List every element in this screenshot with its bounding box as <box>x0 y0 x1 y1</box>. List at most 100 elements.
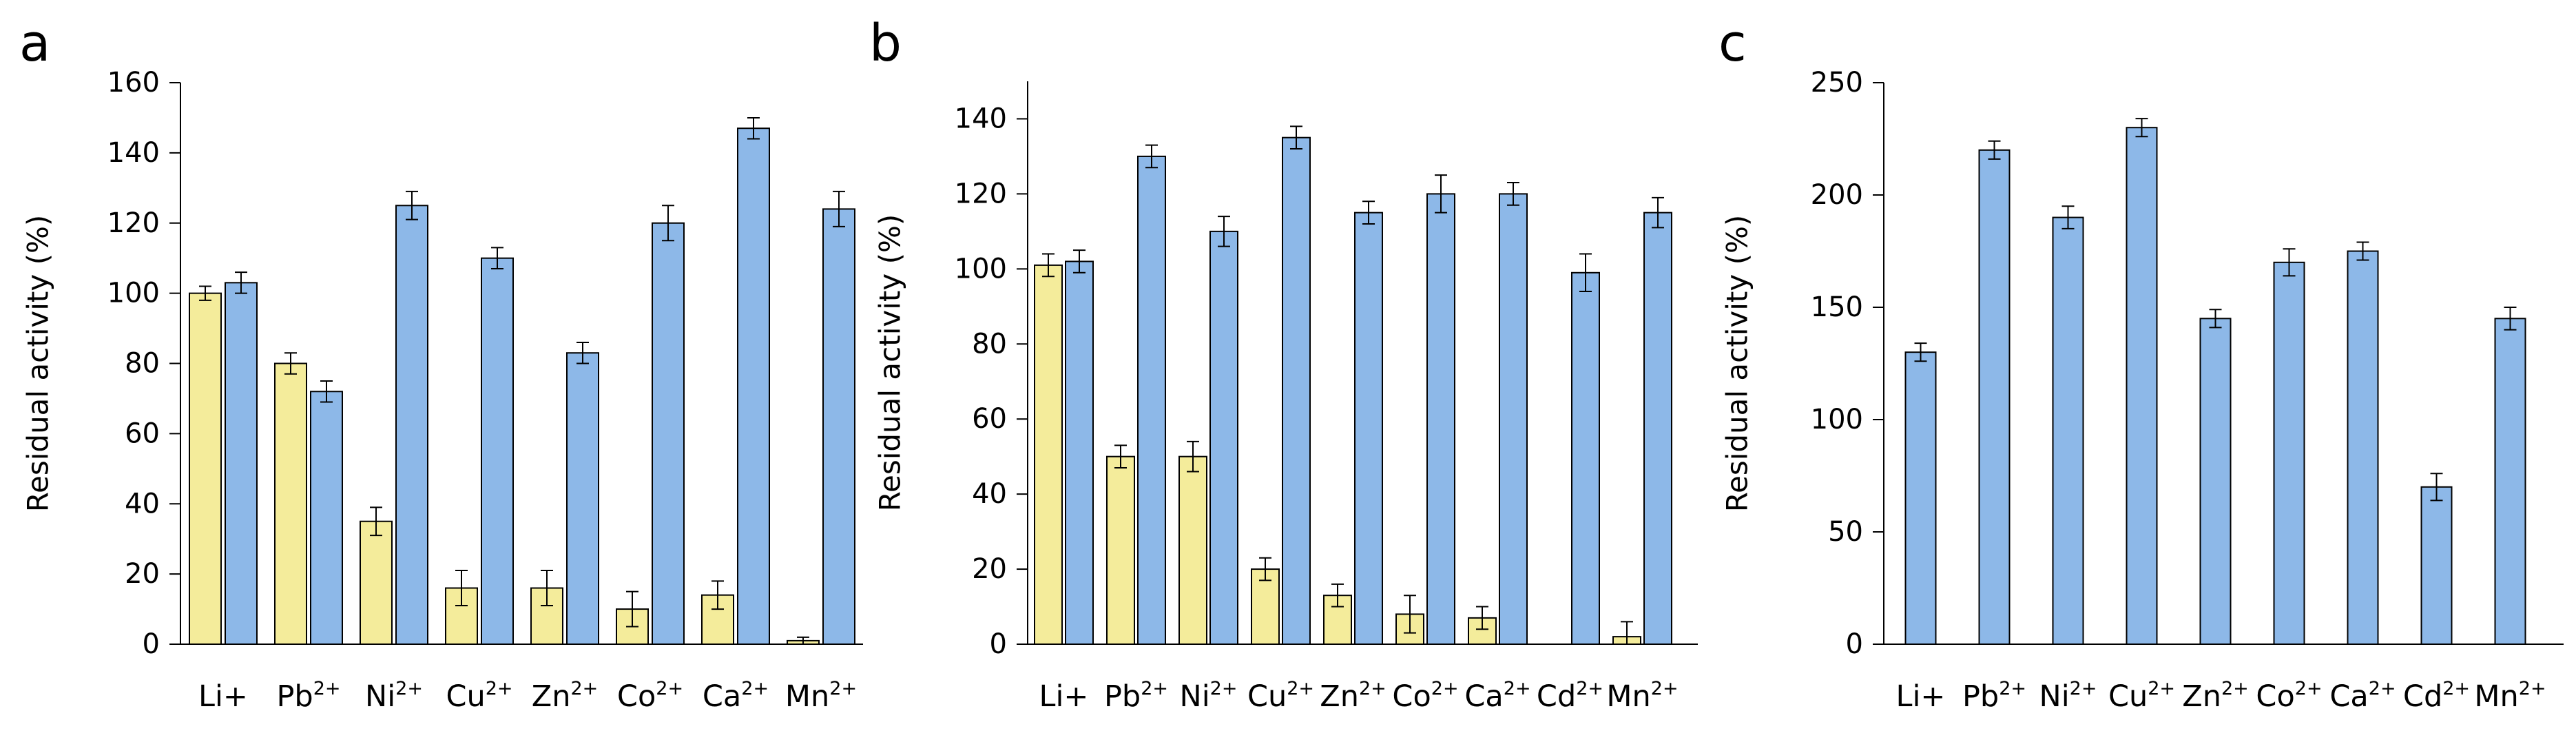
category-label-superscript: 2+ <box>2369 678 2396 699</box>
category-label-superscript: 2+ <box>656 678 683 699</box>
category-label: Mn2+ <box>785 678 857 714</box>
category-label-superscript: 2+ <box>1210 678 1238 699</box>
panel-label: c <box>1718 14 1747 73</box>
category-label-superscript: 2+ <box>1999 678 2026 699</box>
category-label-base: Cd <box>2403 679 2442 714</box>
bar-blue <box>566 352 599 645</box>
bar-blue <box>1354 212 1383 645</box>
category-label-superscript: 2+ <box>2070 678 2097 699</box>
y-tick-label: 0 <box>143 628 160 660</box>
y-tick-label: 0 <box>1846 628 1863 660</box>
category-label-base: Pb <box>1962 679 1999 714</box>
category-label-superscript: 2+ <box>486 678 513 699</box>
category-label-superscript: 2+ <box>829 678 857 699</box>
category-label: Ni2+ <box>365 678 423 714</box>
bar-blue <box>2199 318 2232 645</box>
y-tick-label: 60 <box>125 418 160 449</box>
category-label: Cu2+ <box>1247 678 1314 714</box>
category-label-base: Cu <box>2108 679 2148 714</box>
category-label-base: Cd <box>1537 679 1576 714</box>
category-label-superscript: 2+ <box>313 678 341 699</box>
category-label-base: Cu <box>446 679 485 714</box>
bar-yellow <box>1034 264 1063 645</box>
category-label: Co2+ <box>1392 678 1458 714</box>
category-label: Ca2+ <box>703 678 769 714</box>
bar-yellow <box>1178 455 1207 646</box>
y-tick-label: 40 <box>972 478 1007 510</box>
y-tick-label: 60 <box>972 403 1007 435</box>
y-tick-label: 140 <box>955 103 1007 134</box>
bar-yellow <box>1251 568 1280 645</box>
category-label-superscript: 2+ <box>2221 678 2249 699</box>
y-tick-label: 100 <box>1811 404 1863 435</box>
y-tick-label: 140 <box>107 137 160 169</box>
category-label: Zn2+ <box>2182 678 2249 714</box>
category-label-superscript: 2+ <box>2442 678 2470 699</box>
category-label: Cu2+ <box>446 678 512 714</box>
category-label: Mn2+ <box>1606 678 1678 714</box>
category-label-base: Co <box>617 679 656 714</box>
bar-blue <box>2052 216 2084 646</box>
category-label-superscript: 2+ <box>2295 678 2323 699</box>
category-label-superscript: 2+ <box>2519 678 2546 699</box>
y-tick-label: 0 <box>990 628 1007 660</box>
y-axis-title: Residual activity (%) <box>21 215 55 513</box>
category-label: Ca2+ <box>2329 678 2396 714</box>
y-tick-label: 150 <box>1811 291 1863 323</box>
bar-blue <box>1137 155 1166 645</box>
bar-blue <box>481 257 514 645</box>
y-tick-label: 20 <box>125 558 160 590</box>
category-label-base: Co <box>2256 679 2294 714</box>
category-label-superscript: 2+ <box>1359 678 1386 699</box>
category-label-superscript: 2+ <box>1651 678 1679 699</box>
y-tick-label: 200 <box>1811 179 1863 211</box>
category-label-superscript: 2+ <box>2148 678 2175 699</box>
category-label-base: Zn <box>2182 679 2221 714</box>
bar-blue <box>1643 212 1672 645</box>
panel-label: b <box>869 14 902 73</box>
category-label-superscript: 2+ <box>1504 678 1531 699</box>
y-tick-label: 80 <box>125 348 160 380</box>
bar-blue <box>2126 127 2158 645</box>
category-label-base: Li+ <box>1039 679 1089 714</box>
category-label-base: Co <box>1392 679 1431 714</box>
y-tick-label: 120 <box>107 207 160 239</box>
bar-blue <box>1065 260 1094 645</box>
category-label-base: Ca <box>1464 679 1503 714</box>
category-label: Li+ <box>1896 679 1946 714</box>
category-label-superscript: 2+ <box>570 678 598 699</box>
category-label-base: Pb <box>1104 679 1141 714</box>
bar-yellow <box>1106 455 1135 646</box>
category-label: Co2+ <box>2256 678 2322 714</box>
panel-label: a <box>19 14 50 73</box>
bar-blue <box>2273 261 2305 645</box>
category-label-base: Zn <box>1320 679 1359 714</box>
bar-blue <box>822 208 855 645</box>
category-label-base: Mn <box>2474 679 2518 714</box>
category-label: Pb2+ <box>276 678 340 714</box>
category-label: Cd2+ <box>2403 678 2470 714</box>
chart-panel-b: b Residual activity (%) 0 20 40 60 80 100 120 140… <box>869 14 1698 714</box>
category-label-base: Zn <box>532 679 571 714</box>
category-label-superscript: 2+ <box>1287 678 1314 699</box>
bar-blue <box>310 391 343 645</box>
y-axis-title: Residual activity (%) <box>1721 215 1754 513</box>
bar-yellow <box>360 520 393 645</box>
category-label-superscript: 2+ <box>1141 678 1168 699</box>
category-label-base: Ca <box>2329 679 2368 714</box>
category-label-base: Ni <box>365 679 395 714</box>
y-tick-label: 20 <box>972 553 1007 585</box>
bar-blue <box>2494 318 2526 645</box>
bar-blue <box>225 282 258 645</box>
bar-blue <box>2420 486 2453 645</box>
category-label: Pb2+ <box>1104 678 1168 714</box>
category-label-base: Ni <box>1180 679 1210 714</box>
category-label-base: Pb <box>276 679 313 714</box>
category-label-base: Ni <box>2039 679 2070 714</box>
category-label: Ni2+ <box>1180 678 1238 714</box>
category-label-base: Ca <box>703 679 741 714</box>
y-tick-label: 100 <box>107 278 160 309</box>
bar-blue <box>1209 230 1238 646</box>
bar-blue <box>1426 193 1455 645</box>
chart-panel-a: a Residual activity (%) 0 20 40 60 80 100 120 140… <box>19 14 863 714</box>
